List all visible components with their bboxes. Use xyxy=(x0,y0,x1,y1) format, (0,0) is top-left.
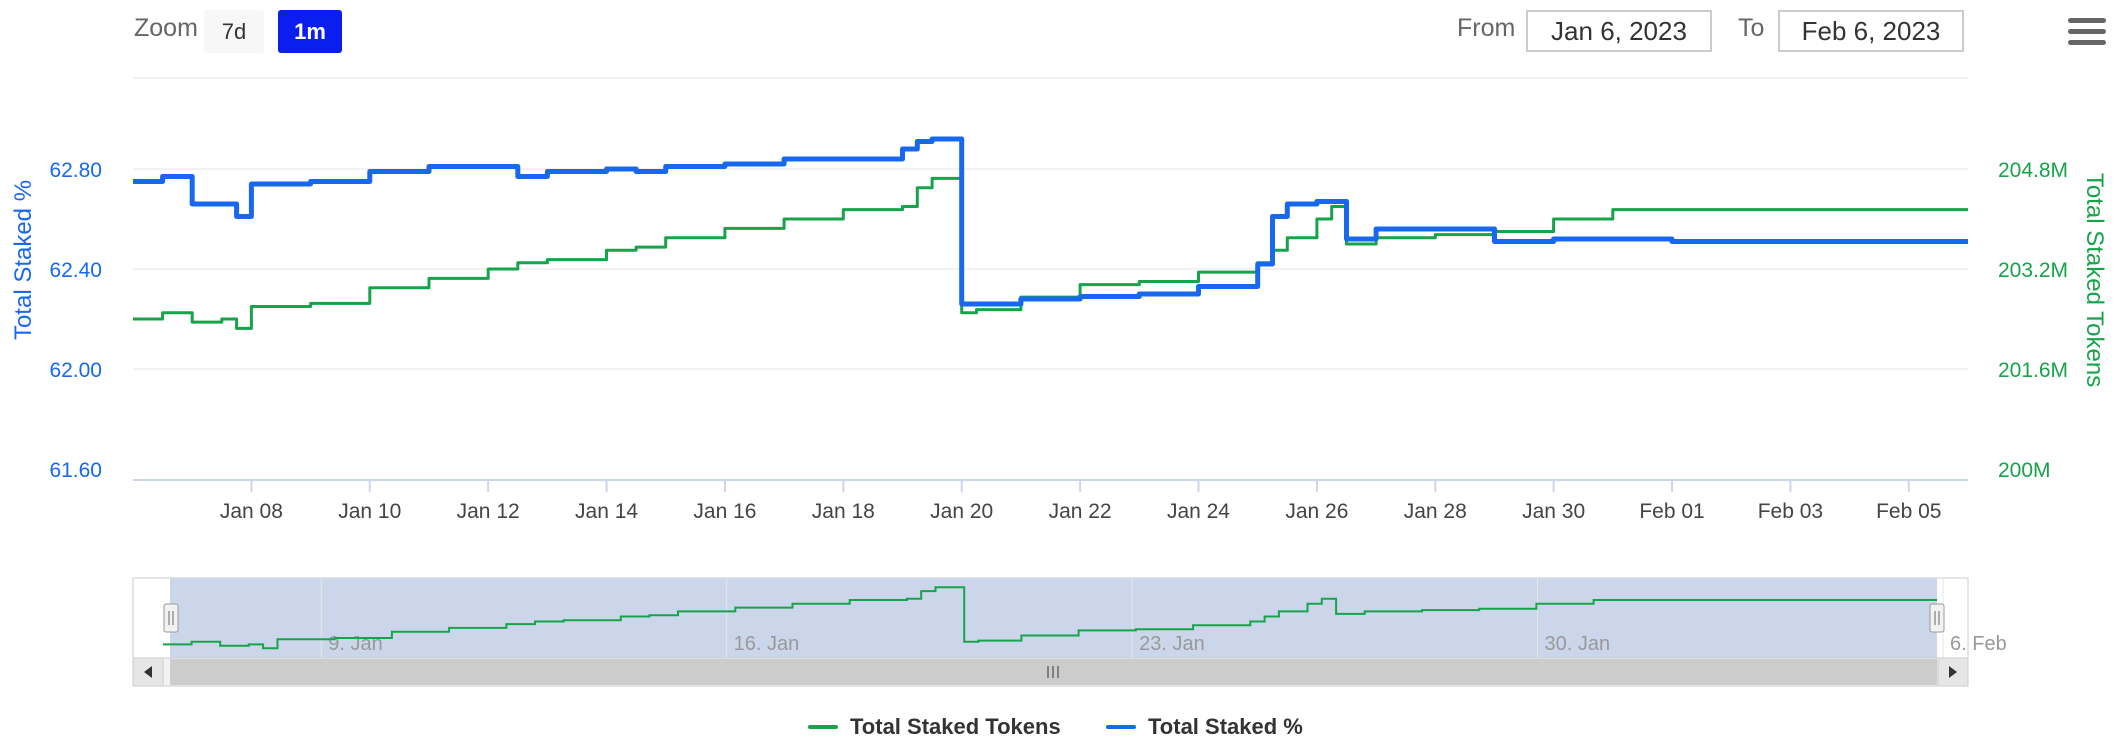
y-axis-right-ticks: 204.8M 203.2M 201.6M 200M xyxy=(1998,159,2068,482)
x-tick-label: Jan 18 xyxy=(812,500,875,523)
series-lines xyxy=(133,136,1968,330)
navigator: 9. Jan 16. Jan 23. Jan 30. Jan 6. Feb xyxy=(132,577,2007,687)
legend-tokens-label: Total Staked Tokens xyxy=(850,714,1061,739)
y-axis-left-label: Total Staked % xyxy=(10,180,37,340)
x-tick-label: Jan 30 xyxy=(1522,500,1585,523)
from-date-input[interactable]: Jan 6, 2023 xyxy=(1526,10,1712,52)
navigator-ticks: 9. Jan 16. Jan 23. Jan 30. Jan 6. Feb xyxy=(320,578,2007,658)
from-label: From xyxy=(1457,14,1516,42)
zoom-1m-button[interactable]: 1m xyxy=(278,10,342,53)
x-tick-label: Jan 22 xyxy=(1049,500,1112,523)
navigator-tick-label: 9. Jan xyxy=(328,633,382,655)
scroll-left-arrow-icon xyxy=(144,666,152,678)
x-axis-ticks: Jan 08 Jan 10 Jan 12 Jan 14 Jan 16 Jan 18 Jan … xyxy=(220,480,1942,523)
x-tick-label: Jan 20 xyxy=(930,500,993,523)
x-tick-label: Jan 14 xyxy=(575,500,638,523)
x-tick-label: Jan 28 xyxy=(1404,500,1467,523)
x-tick-label: Jan 10 xyxy=(338,500,401,523)
hamburger-menu-icon[interactable] xyxy=(2068,18,2106,51)
legend-percent-swatch xyxy=(1106,725,1136,729)
grid-lines xyxy=(133,77,1968,481)
navigator-tick-label: 30. Jan xyxy=(1545,633,1611,655)
y-axis-right-label: Total Staked Tokens xyxy=(2081,173,2108,387)
navigator-handle-right[interactable] xyxy=(1929,603,1945,633)
x-tick-label: Feb 03 xyxy=(1758,500,1823,523)
y-left-tick-label: 62.00 xyxy=(49,359,102,382)
navigator-tick-label: 16. Jan xyxy=(734,633,800,655)
y-left-tick-label: 62.80 xyxy=(49,159,102,182)
scroll-right-arrow-icon xyxy=(1949,666,1957,678)
x-tick-label: Feb 05 xyxy=(1876,500,1941,523)
y-axis-left-ticks: 62.80 62.40 62.00 61.60 xyxy=(49,159,102,482)
legend-tokens-swatch xyxy=(808,725,838,729)
navigator-handle-left[interactable] xyxy=(163,603,179,633)
navigator-selection[interactable] xyxy=(170,578,1937,658)
y-left-tick-label: 62.40 xyxy=(49,259,102,282)
y-right-tick-label: 201.6M xyxy=(1998,359,2068,382)
to-label: To xyxy=(1738,14,1765,42)
navigator-series-line xyxy=(163,586,1937,650)
y-left-tick-label: 61.60 xyxy=(49,459,102,482)
x-tick-label: Jan 08 xyxy=(220,500,283,523)
y-right-tick-label: 203.2M xyxy=(1998,259,2068,282)
x-tick-label: Jan 16 xyxy=(693,500,756,523)
y-right-tick-label: 204.8M xyxy=(1998,159,2068,182)
legend-percent-label: Total Staked % xyxy=(1148,714,1303,739)
zoom-label: Zoom xyxy=(134,14,198,42)
x-tick-label: Jan 12 xyxy=(457,500,520,523)
to-date-input[interactable]: Feb 6, 2023 xyxy=(1778,10,1964,52)
series-line-tokens xyxy=(133,176,1968,330)
navigator-tick-label: 23. Jan xyxy=(1139,633,1205,655)
legend-item-tokens[interactable]: Total Staked Tokens xyxy=(808,714,1061,740)
series-line-percent xyxy=(133,136,1968,307)
navigator-tick-label: 6. Feb xyxy=(1950,633,2007,655)
x-tick-label: Jan 24 xyxy=(1167,500,1230,523)
x-tick-label: Jan 26 xyxy=(1285,500,1348,523)
y-right-tick-label: 200M xyxy=(1998,459,2051,482)
x-tick-label: Feb 01 xyxy=(1639,500,1704,523)
legend-item-percent[interactable]: Total Staked % xyxy=(1106,714,1303,740)
zoom-7d-button[interactable]: 7d xyxy=(204,10,264,53)
